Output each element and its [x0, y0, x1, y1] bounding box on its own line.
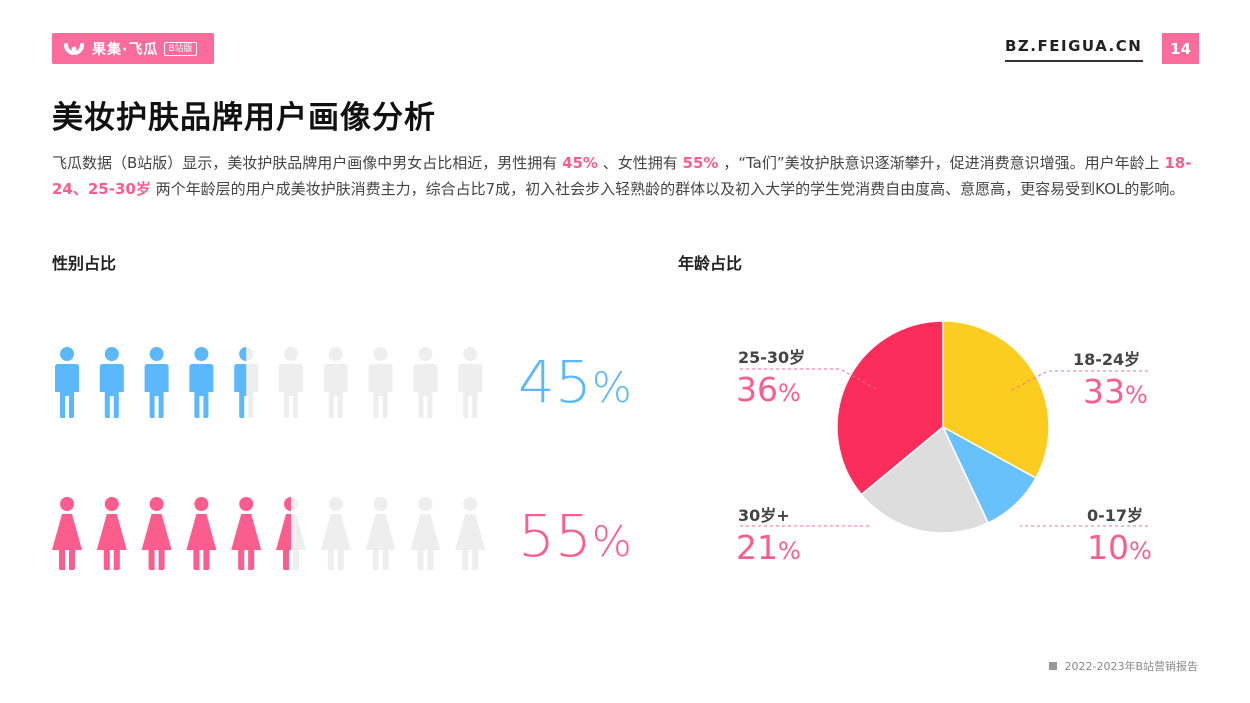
male-person-icon: [279, 347, 303, 418]
male-person-icon: [413, 347, 438, 418]
intro-text-1: 飞瓜数据（B站版）显示，美妆护肤品牌用户画像中男女占比相近，男性拥有: [52, 154, 563, 172]
female-person-icon: [455, 497, 486, 570]
brand-mark-icon: [64, 42, 84, 55]
footer-square-icon: [1049, 662, 1058, 670]
male-pictograph: [55, 347, 483, 418]
female-person-icon: [231, 497, 262, 570]
age-pct-25-30-unit: %: [778, 379, 801, 407]
brand-logo: 果集·飞瓜 B站版: [52, 33, 214, 64]
age-pct-25-30-value: 36: [736, 370, 778, 409]
male-person-icon: [189, 347, 214, 418]
female-person-icon: [52, 497, 82, 570]
male-person-icon: [368, 347, 393, 418]
female-percent-value: 55: [518, 502, 592, 570]
intro-paragraph: 飞瓜数据（B站版）显示，美妆护肤品牌用户画像中男女占比相近，男性拥有 45% 、…: [52, 150, 1202, 202]
age-pct-18-24-value: 33: [1083, 372, 1125, 411]
page-number: 14: [1162, 33, 1199, 64]
female-pictograph-row: [52, 494, 492, 576]
age-pct-0-17: 10%: [1087, 528, 1152, 567]
age-pie-chart: [740, 320, 1148, 534]
age-pct-25-30: 36%: [736, 370, 801, 409]
female-person-icon: [410, 497, 441, 570]
pie-slice: [860, 425, 990, 534]
female-percent-unit: %: [591, 517, 632, 566]
male-person-icon: [144, 347, 169, 418]
female-pictograph: [52, 497, 486, 570]
male-person-icon: [55, 347, 79, 418]
male-percent: 45%: [518, 348, 632, 416]
female-person-icon: [276, 497, 306, 570]
intro-text-2: 、女性拥有: [597, 154, 683, 172]
age-pct-0-17-unit: %: [1129, 537, 1152, 565]
intro-text-3: ，“Ta们”美妆护肤意识逐渐攀升，促进消费意识增强。用户年龄上: [718, 154, 1165, 172]
intro-text-4: 两个年龄层的用户成美妆护肤消费主力，综合占比7成，初入社会步入轻熟龄的群体以及初…: [150, 180, 1185, 198]
age-label-30-plus: 30岁+: [738, 506, 790, 525]
pie-leader-line: [1011, 370, 1148, 391]
age-section-title: 年龄占比: [678, 254, 743, 273]
intro-female-pct: 55%: [682, 154, 719, 172]
intro-age-focus: 18-24、25-30岁: [52, 154, 1192, 198]
brand-badge: B站版: [164, 41, 197, 56]
age-label-0-17: 0-17岁: [1087, 506, 1144, 525]
male-pictograph-row: [52, 342, 492, 424]
age-pct-0-17-value: 10: [1087, 528, 1129, 567]
footer-source: 2022-2023年B站营销报告: [1049, 658, 1198, 674]
pie-slice: [836, 320, 944, 496]
age-pct-30-plus-value: 21: [736, 528, 778, 567]
female-person-icon: [141, 497, 172, 570]
footer-source-text: 2022-2023年B站营销报告: [1064, 660, 1198, 673]
male-person-icon: [99, 347, 124, 418]
female-person-icon: [320, 497, 351, 570]
brand-name: 果集·飞瓜: [92, 41, 159, 58]
age-pct-18-24-unit: %: [1125, 381, 1148, 409]
male-person-icon: [234, 347, 259, 418]
male-person-icon: [458, 347, 483, 418]
age-label-18-24: 18-24岁: [1073, 350, 1141, 369]
female-person-icon: [186, 497, 217, 570]
age-pct-18-24: 33%: [1083, 372, 1148, 411]
page-title: 美妆护肤品牌用户画像分析: [52, 100, 436, 136]
pie-slice: [942, 320, 1050, 480]
female-person-icon: [96, 497, 127, 570]
gender-section-title: 性别占比: [52, 254, 117, 273]
male-person-icon: [323, 347, 348, 418]
female-percent: 55%: [518, 502, 632, 570]
site-url: BZ.FEIGUA.CN: [1005, 37, 1143, 62]
pie-leader-line: [740, 368, 879, 391]
age-pct-30-plus-unit: %: [778, 537, 801, 565]
age-pct-30-plus: 21%: [736, 528, 801, 567]
male-percent-unit: %: [591, 363, 632, 412]
intro-male-pct: 45%: [562, 154, 598, 172]
male-percent-value: 45: [518, 348, 592, 416]
female-person-icon: [365, 497, 396, 570]
age-label-25-30: 25-30岁: [738, 348, 806, 367]
